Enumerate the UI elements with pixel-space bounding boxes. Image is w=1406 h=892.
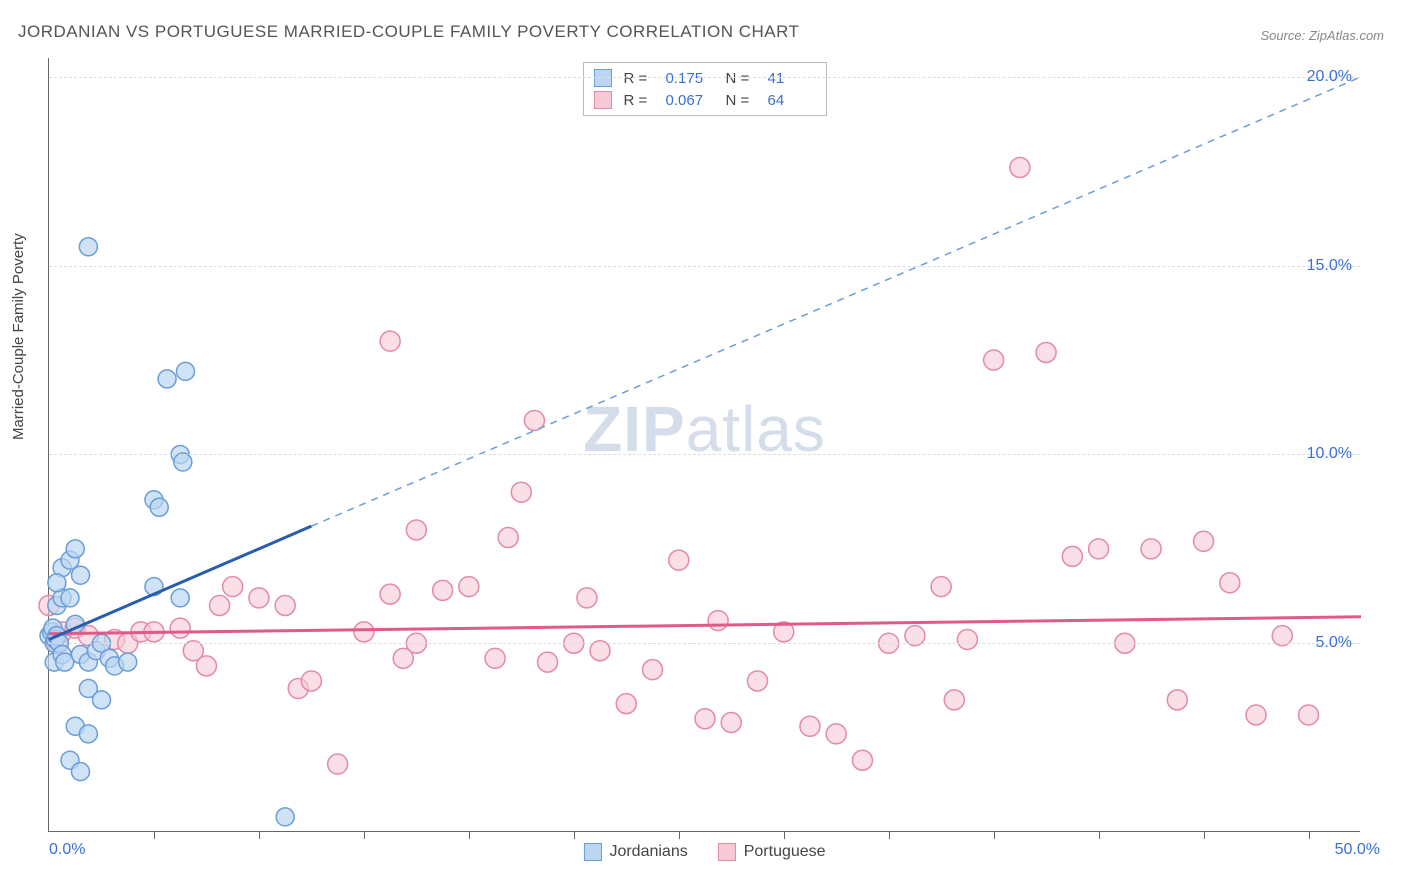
portuguese-point [511, 482, 531, 502]
x-tick [469, 831, 470, 839]
y-axis-label: Married-Couple Family Poverty [10, 233, 27, 440]
jordanians-point [174, 453, 192, 471]
x-tick [1204, 831, 1205, 839]
portuguese-point [249, 588, 269, 608]
gridline [49, 643, 1360, 644]
portuguese-point [1062, 546, 1082, 566]
portuguese-point [196, 656, 216, 676]
portuguese-point [275, 595, 295, 615]
jordanians-point [61, 589, 79, 607]
y-tick-label: 15.0% [1307, 257, 1352, 275]
jordanians-point [48, 574, 66, 592]
portuguese-point [459, 577, 479, 597]
x-tick [364, 831, 365, 839]
jordanians-point [158, 370, 176, 388]
source-attribution: Source: ZipAtlas.com [1260, 28, 1384, 43]
portuguese-point [852, 750, 872, 770]
x-tick [154, 831, 155, 839]
y-tick-label: 20.0% [1307, 68, 1352, 86]
portuguese-point [170, 618, 190, 638]
portuguese-point [498, 528, 518, 548]
jordanians-point [276, 808, 294, 826]
portuguese-point [931, 577, 951, 597]
portuguese-point [1036, 342, 1056, 362]
portuguese-point [1246, 705, 1266, 725]
jordanians-point [92, 691, 110, 709]
x-tick [784, 831, 785, 839]
jordanians-point [176, 362, 194, 380]
portuguese-point [1299, 705, 1319, 725]
portuguese-point [957, 629, 977, 649]
portuguese-point [223, 577, 243, 597]
jordanians-point [71, 566, 89, 584]
jordanians-point [71, 763, 89, 781]
gridline [49, 77, 1360, 78]
series-legend-item: Portuguese [718, 843, 826, 861]
portuguese-point [1194, 531, 1214, 551]
portuguese-point [747, 671, 767, 691]
x-tick [679, 831, 680, 839]
x-tick [259, 831, 260, 839]
gridline [49, 266, 1360, 267]
jordanians-point [79, 725, 97, 743]
x-tick [1309, 831, 1310, 839]
jordanians-point [79, 238, 97, 256]
portuguese-point [1089, 539, 1109, 559]
portuguese-point [721, 713, 741, 733]
portuguese-point [1010, 157, 1030, 177]
portuguese-point [984, 350, 1004, 370]
series-legend-item: Jordanians [583, 843, 687, 861]
portuguese-trendline [49, 617, 1361, 634]
jordanians-trendline-extrapolated [311, 77, 1361, 526]
portuguese-point [328, 754, 348, 774]
x-tick [574, 831, 575, 839]
portuguese-point [643, 660, 663, 680]
portuguese-point [800, 716, 820, 736]
legend-swatch [583, 843, 601, 861]
portuguese-point [485, 648, 505, 668]
jordanians-point [119, 653, 137, 671]
portuguese-point [380, 584, 400, 604]
jordanians-point [66, 540, 84, 558]
chart-title: JORDANIAN VS PORTUGUESE MARRIED-COUPLE F… [18, 22, 799, 42]
x-tick [889, 831, 890, 839]
series-name: Portuguese [744, 843, 826, 861]
portuguese-point [695, 709, 715, 729]
portuguese-point [708, 611, 728, 631]
portuguese-point [433, 580, 453, 600]
portuguese-point [669, 550, 689, 570]
portuguese-point [354, 622, 374, 642]
portuguese-point [380, 331, 400, 351]
y-tick-label: 5.0% [1316, 634, 1352, 652]
portuguese-point [826, 724, 846, 744]
x-axis-min-label: 0.0% [49, 841, 85, 859]
jordanians-point [171, 589, 189, 607]
y-tick-label: 10.0% [1307, 445, 1352, 463]
portuguese-point [1220, 573, 1240, 593]
jordanians-point [150, 498, 168, 516]
gridline [49, 454, 1360, 455]
portuguese-point [301, 671, 321, 691]
plot-svg [49, 58, 1360, 831]
portuguese-point [210, 595, 230, 615]
portuguese-point [538, 652, 558, 672]
portuguese-point [1167, 690, 1187, 710]
x-tick [1099, 831, 1100, 839]
series-name: Jordanians [609, 843, 687, 861]
chart-container: JORDANIAN VS PORTUGUESE MARRIED-COUPLE F… [0, 0, 1406, 892]
portuguese-point [1141, 539, 1161, 559]
portuguese-point [944, 690, 964, 710]
x-tick [994, 831, 995, 839]
legend-swatch [718, 843, 736, 861]
plot-area: ZIPatlas R =0.175N =41R =0.067N =64 0.0%… [48, 58, 1360, 832]
x-axis-max-label: 50.0% [1335, 841, 1380, 859]
portuguese-point [616, 694, 636, 714]
portuguese-point [577, 588, 597, 608]
portuguese-point [406, 520, 426, 540]
series-legend: Jordanians Portuguese [583, 843, 825, 861]
